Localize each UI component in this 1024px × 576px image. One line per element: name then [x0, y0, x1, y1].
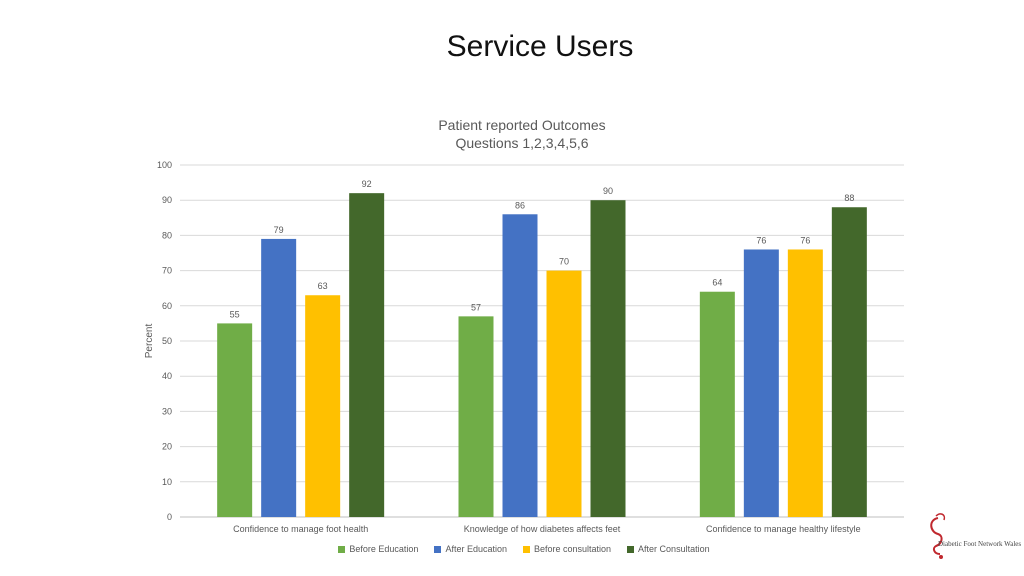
- legend-label: Before consultation: [533, 544, 612, 554]
- bar: [743, 249, 779, 518]
- y-tick-label: 20: [162, 442, 172, 452]
- chart-legend: Before Education After Education Before co…: [0, 544, 1024, 554]
- data-label: 92: [362, 179, 372, 189]
- slide-title: Service Users: [446, 30, 634, 63]
- bar: [831, 207, 867, 518]
- chart-subtitle: Questions 1,2,3,4,5,6: [455, 135, 589, 151]
- y-tick-label: 0: [167, 512, 172, 522]
- y-tick-label: 40: [162, 371, 172, 381]
- chart-title-block: Patient reported Outcomes Questions 1,2,…: [372, 116, 672, 152]
- logo: Diabetic Foot Network Wales: [924, 510, 1024, 562]
- y-tick-label: 80: [162, 230, 172, 240]
- data-label: 79: [274, 225, 284, 235]
- bar: [699, 291, 735, 517]
- data-label: 63: [318, 281, 328, 291]
- legend-swatch: [338, 545, 346, 553]
- legend-label: After Consultation: [638, 544, 710, 554]
- x-category-label: Confidence to manage foot health: [233, 524, 368, 534]
- y-tick-label: 60: [162, 301, 172, 311]
- bar: [305, 295, 341, 517]
- logo-text: Diabetic Foot Network Wales: [938, 540, 1022, 548]
- legend-label: After Education: [445, 544, 507, 554]
- legend-item: Before consultation: [522, 544, 612, 554]
- logo-mark-icon: [930, 513, 946, 559]
- bar: [502, 214, 538, 517]
- legend-item: After Education: [434, 544, 507, 554]
- data-label: 64: [712, 278, 722, 288]
- legend-label: Before Education: [349, 544, 419, 554]
- chart-title: Patient reported Outcomes: [438, 117, 606, 133]
- y-axis-label: Percent: [144, 324, 155, 359]
- bar: [590, 200, 626, 517]
- bar: [349, 193, 385, 517]
- legend-swatch: [627, 545, 635, 553]
- y-tick-label: 100: [157, 160, 172, 170]
- y-tick-label: 70: [162, 266, 172, 276]
- x-category-label: Knowledge of how diabetes affects feet: [464, 524, 621, 534]
- data-label: 76: [800, 235, 810, 245]
- y-tick-label: 30: [162, 406, 172, 416]
- bar: [217, 323, 253, 517]
- bar: [458, 316, 494, 517]
- bar: [546, 270, 582, 517]
- data-label: 76: [756, 235, 766, 245]
- bar: [261, 238, 297, 518]
- data-label: 57: [471, 302, 481, 312]
- data-label: 86: [515, 200, 525, 210]
- data-label: 90: [603, 186, 613, 196]
- y-tick-label: 90: [162, 195, 172, 205]
- legend-swatch: [434, 545, 442, 553]
- data-label: 88: [844, 193, 854, 203]
- x-category-label: Confidence to manage healthy lifestyle: [706, 524, 861, 534]
- data-label: 70: [559, 257, 569, 267]
- bar: [787, 249, 823, 518]
- legend-item: After Consultation: [627, 544, 710, 554]
- legend-item: Before Education: [338, 544, 418, 554]
- legend-swatch: [522, 545, 530, 553]
- y-tick-label: 10: [162, 477, 172, 487]
- y-tick-label: 50: [162, 336, 172, 346]
- data-label: 55: [230, 309, 240, 319]
